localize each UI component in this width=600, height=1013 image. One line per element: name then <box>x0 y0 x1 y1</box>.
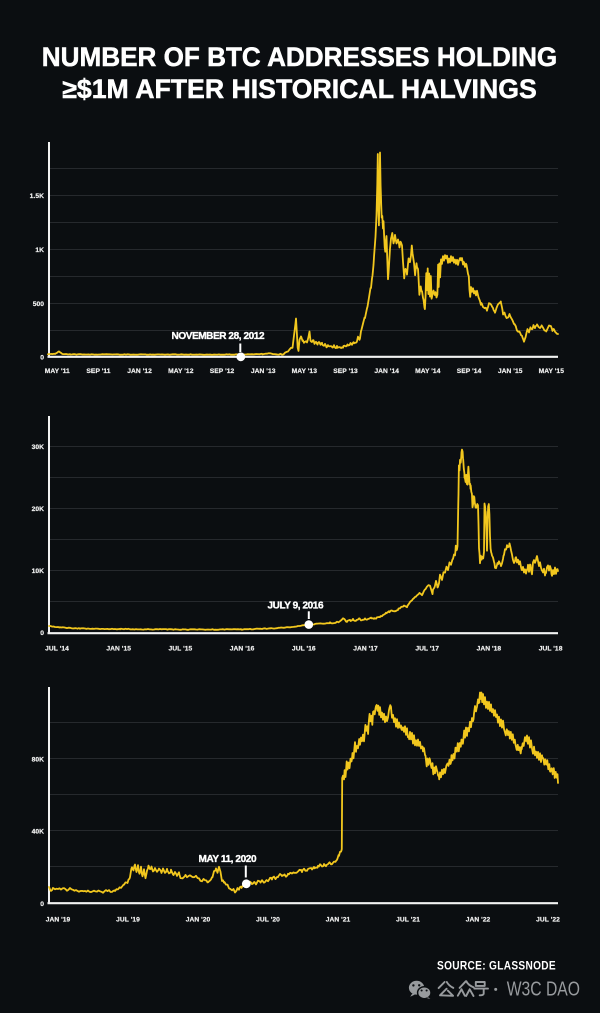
svg-text:JUL '19: JUL '19 <box>116 916 140 923</box>
svg-text:MAY 11, 2020: MAY 11, 2020 <box>199 854 257 865</box>
svg-text:MAY '12: MAY '12 <box>168 368 194 375</box>
svg-text:500: 500 <box>33 301 45 308</box>
svg-text:NOVEMBER 28, 2012: NOVEMBER 28, 2012 <box>172 331 265 342</box>
svg-text:1.5K: 1.5K <box>30 193 44 200</box>
svg-text:20K: 20K <box>32 506 45 513</box>
svg-text:SEP '12: SEP '12 <box>210 368 235 375</box>
svg-text:JUL '15: JUL '15 <box>169 646 193 653</box>
svg-text:40K: 40K <box>32 829 45 836</box>
svg-text:0: 0 <box>40 355 44 362</box>
svg-text:JUL '17: JUL '17 <box>415 646 439 653</box>
svg-text:JAN '16: JAN '16 <box>230 646 255 653</box>
svg-text:JAN '12: JAN '12 <box>127 368 152 375</box>
svg-text:JUL '21: JUL '21 <box>396 916 420 923</box>
svg-text:JAN '22: JAN '22 <box>466 916 491 923</box>
svg-text:SOURCE: GLASSNODE: SOURCE: GLASSNODE <box>437 958 556 972</box>
svg-text:MAY '15: MAY '15 <box>539 368 565 375</box>
svg-text:0: 0 <box>40 630 44 637</box>
svg-text:NUMBER OF BTC ADDRESSES HOLDIN: NUMBER OF BTC ADDRESSES HOLDING <box>42 42 558 72</box>
svg-text:JAN '18: JAN '18 <box>477 646 502 653</box>
svg-text:JAN '14: JAN '14 <box>374 368 399 375</box>
svg-text:JUL '22: JUL '22 <box>536 916 560 923</box>
svg-text:MAY '13: MAY '13 <box>292 368 318 375</box>
svg-text:0: 0 <box>40 901 44 908</box>
svg-text:JUL '14: JUL '14 <box>45 646 69 653</box>
svg-text:30K: 30K <box>32 444 45 451</box>
svg-text:80K: 80K <box>32 756 45 763</box>
svg-text:JAN '15: JAN '15 <box>498 368 523 375</box>
svg-text:10K: 10K <box>32 568 45 575</box>
svg-text:JAN '19: JAN '19 <box>46 916 71 923</box>
svg-text:JUL '18: JUL '18 <box>539 646 563 653</box>
svg-text:SEP '13: SEP '13 <box>333 368 358 375</box>
svg-text:JAN '17: JAN '17 <box>353 646 378 653</box>
svg-text:JUL '20: JUL '20 <box>256 916 280 923</box>
svg-text:MAY '11: MAY '11 <box>45 368 70 375</box>
svg-text:W3C DAO: W3C DAO <box>507 978 580 1001</box>
svg-text:≥$1M AFTER HISTORICAL HALVINGS: ≥$1M AFTER HISTORICAL HALVINGS <box>62 74 537 104</box>
svg-text:JAN '13: JAN '13 <box>251 368 276 375</box>
svg-text:JULY 9, 2016: JULY 9, 2016 <box>268 600 324 611</box>
svg-text:JUL '16: JUL '16 <box>292 646 316 653</box>
svg-text:JAN '21: JAN '21 <box>326 916 351 923</box>
svg-text:JAN '15: JAN '15 <box>106 646 131 653</box>
svg-text:SEP '11: SEP '11 <box>86 368 110 375</box>
svg-text:JAN '20: JAN '20 <box>186 916 211 923</box>
svg-text:MAY '14: MAY '14 <box>415 368 441 375</box>
svg-text:SEP '14: SEP '14 <box>457 368 482 375</box>
svg-text:1K: 1K <box>35 247 44 254</box>
